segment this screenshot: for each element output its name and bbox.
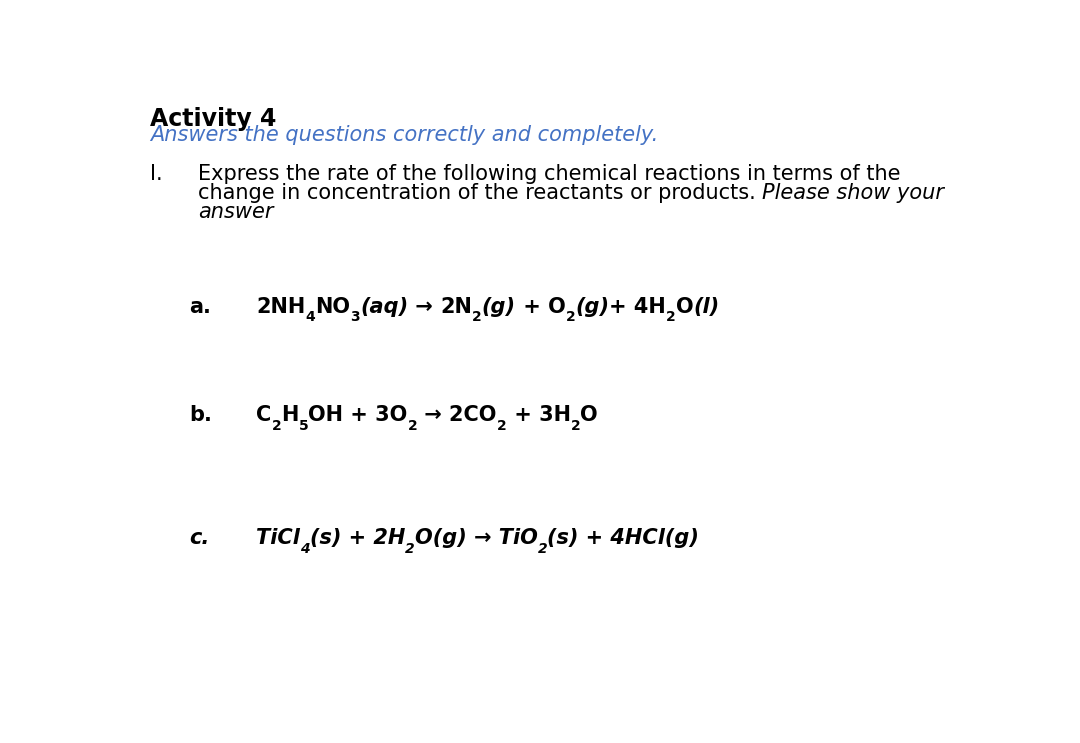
Text: 3: 3	[350, 310, 360, 324]
Text: I.: I.	[150, 163, 163, 184]
Text: NO: NO	[315, 296, 350, 317]
Text: answer: answer	[198, 202, 273, 222]
Text: (aq): (aq)	[360, 296, 408, 317]
Text: 2: 2	[405, 542, 415, 556]
Text: (g): (g)	[482, 296, 516, 317]
Text: + 3H: + 3H	[507, 405, 570, 425]
Text: + O: + O	[516, 296, 566, 317]
Text: 2: 2	[666, 310, 676, 324]
Text: + 4H: + 4H	[609, 296, 666, 317]
Text: → 2CO: → 2CO	[418, 405, 497, 425]
Text: Please show your: Please show your	[762, 183, 944, 203]
Text: Activity 4: Activity 4	[150, 108, 276, 132]
Text: O(g) → TiO: O(g) → TiO	[415, 528, 538, 548]
Text: 2NH: 2NH	[256, 296, 306, 317]
Text: 2: 2	[271, 418, 282, 432]
Text: H: H	[282, 405, 299, 425]
Text: →: →	[408, 296, 441, 317]
Text: b.: b.	[189, 405, 213, 425]
Text: 2: 2	[570, 418, 580, 432]
Text: 2N: 2N	[441, 296, 472, 317]
Text: a.: a.	[189, 296, 212, 317]
Text: Answers the questions correctly and completely.: Answers the questions correctly and comp…	[150, 126, 659, 145]
Text: 2: 2	[538, 542, 548, 556]
Text: 2: 2	[497, 418, 507, 432]
Text: (s) + 2H: (s) + 2H	[310, 528, 405, 548]
Text: TiCl: TiCl	[256, 528, 300, 548]
Text: O: O	[580, 405, 598, 425]
Text: 2: 2	[472, 310, 482, 324]
Text: 4: 4	[300, 542, 310, 556]
Text: change in concentration of the reactants or products.: change in concentration of the reactants…	[198, 183, 762, 203]
Text: 2: 2	[566, 310, 576, 324]
Text: 5: 5	[299, 418, 309, 432]
Text: (s) + 4HCl(g): (s) + 4HCl(g)	[548, 528, 699, 548]
Text: Express the rate of the following chemical reactions in terms of the: Express the rate of the following chemic…	[198, 163, 901, 184]
Text: (g): (g)	[576, 296, 609, 317]
Text: 4: 4	[306, 310, 315, 324]
Text: (l): (l)	[693, 296, 719, 317]
Text: OH + 3O: OH + 3O	[309, 405, 408, 425]
Text: 2: 2	[408, 418, 418, 432]
Text: O: O	[676, 296, 693, 317]
Text: C: C	[256, 405, 271, 425]
Text: c.: c.	[189, 528, 210, 548]
